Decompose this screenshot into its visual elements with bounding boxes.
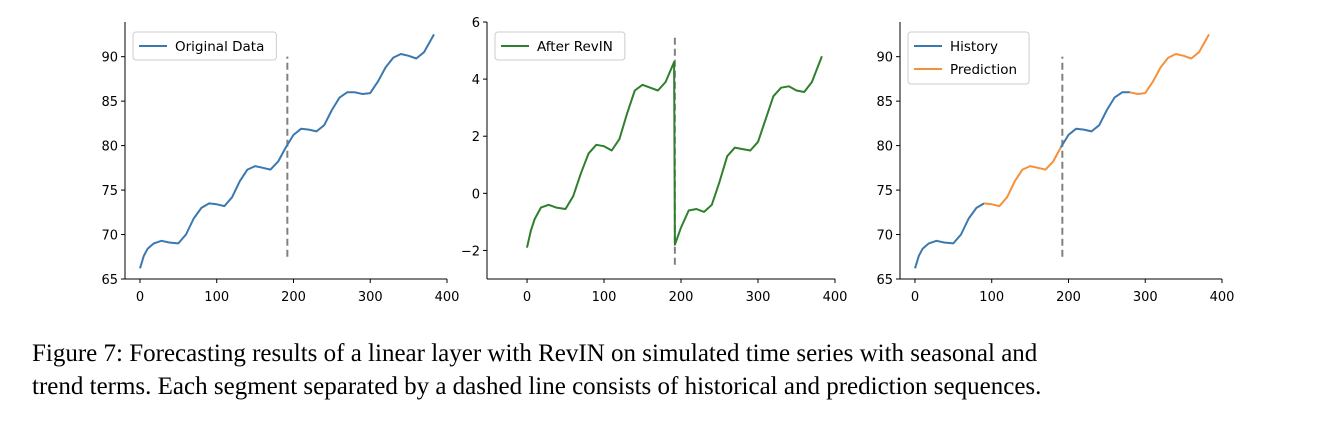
x-tick-label: 300 [358, 290, 383, 305]
x-tick-label: 400 [1210, 290, 1235, 305]
series-line [526, 55, 823, 248]
x-tick-label: 0 [911, 290, 919, 305]
y-tick-label: 90 [101, 51, 118, 66]
x-tick-label: 300 [1133, 290, 1158, 305]
series-line [139, 33, 435, 269]
y-tick-label: 85 [101, 95, 118, 110]
x-tick-label: 100 [204, 290, 229, 305]
x-tick-label: 100 [979, 290, 1004, 305]
legend-box [494, 31, 626, 61]
x-tick-label: 400 [823, 290, 848, 305]
plot: 65 70 75 80 85 90 0 100 200 300 400 History Predicti… [876, 22, 1234, 305]
x-tick-label: 200 [1056, 290, 1081, 305]
plot: −2 0 2 4 6 0 100 200 300 400 After RevIN [461, 16, 848, 305]
x-tick-label: 400 [435, 290, 460, 305]
x-tick-label: 100 [592, 290, 617, 305]
x-tick-label: 0 [136, 290, 144, 305]
y-tick-label: 85 [876, 95, 893, 110]
y-tick-label: 80 [101, 140, 118, 155]
y-tick-label: 90 [876, 51, 893, 66]
legend-label: Original Data [175, 39, 264, 55]
x-tick-label: 200 [669, 290, 694, 305]
legend-box [132, 31, 277, 61]
plot: 65 70 75 80 85 90 0 100 200 300 400 Original Data [101, 22, 459, 305]
caption-line: Figure 7: Forecasting results of a linea… [32, 340, 1038, 367]
y-tick-label: 6 [472, 16, 480, 31]
y-tick-label: −2 [461, 244, 480, 259]
x-tick-label: 200 [281, 290, 306, 305]
y-tick-label: 70 [101, 229, 118, 244]
y-tick-label: 2 [472, 130, 480, 145]
y-tick-label: 4 [472, 73, 480, 88]
y-tick-label: 65 [101, 273, 118, 288]
x-tick-label: 0 [523, 290, 531, 305]
legend-label: Prediction [950, 62, 1017, 78]
y-tick-label: 0 [472, 187, 480, 202]
y-tick-label: 80 [876, 140, 893, 155]
y-tick-label: 70 [876, 229, 893, 244]
x-tick-label: 300 [746, 290, 771, 305]
series-line [914, 91, 1130, 269]
y-tick-label: 65 [876, 273, 893, 288]
legend-label: After RevIN [537, 39, 613, 55]
caption-line: trend terms. Each segment separated by a… [32, 373, 1041, 400]
y-tick-label: 75 [876, 184, 893, 199]
legend-label: History [950, 39, 998, 55]
y-tick-label: 75 [101, 184, 118, 199]
series-line [983, 33, 1210, 208]
